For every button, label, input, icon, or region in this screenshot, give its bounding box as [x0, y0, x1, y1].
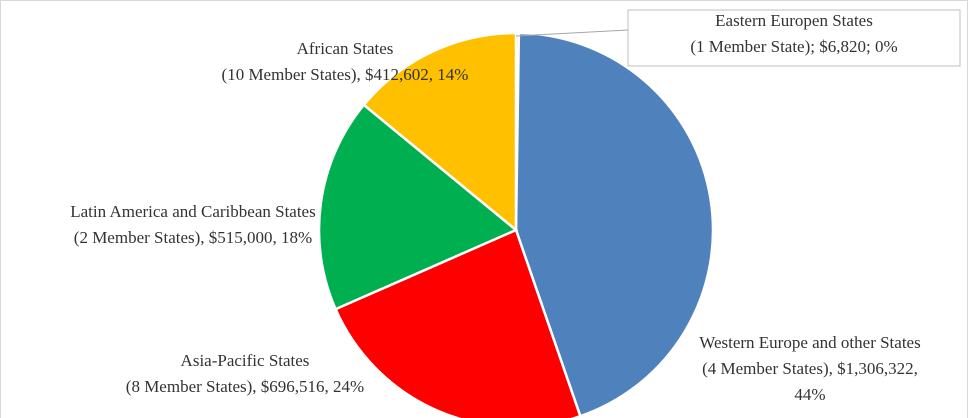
- slice-label-value: (2 Member States), $515,000, 18%: [74, 228, 312, 247]
- slice-label-value: (1 Member State); $6,820; 0%: [690, 37, 897, 56]
- pie: [317, 31, 715, 418]
- slice-label-name: African States: [297, 39, 394, 58]
- leader-line: [515, 29, 629, 37]
- slice-label-name: Asia-Pacific States: [181, 351, 310, 370]
- slice-label-name: Eastern Europen States: [715, 11, 873, 30]
- slice-label-value: (4 Member States), $1,306,322,: [702, 359, 918, 378]
- labels: Eastern Europen States (1 Member State); …: [70, 11, 920, 404]
- pie-slice: [362, 31, 518, 233]
- callout-box: [627, 9, 961, 67]
- slice-label-name: Western Europe and other States: [699, 333, 920, 352]
- slice-label-value: (8 Member States), $696,516, 24%: [126, 377, 364, 396]
- pie-slice: [514, 31, 715, 418]
- slice-label-value: (10 Member States), $412,602, 14%: [222, 65, 469, 84]
- slice-label-value: 44%: [794, 385, 825, 404]
- pie-slice: [317, 103, 519, 311]
- pie-slice: [333, 228, 582, 418]
- slice-label-name: Latin America and Caribbean States: [70, 202, 315, 221]
